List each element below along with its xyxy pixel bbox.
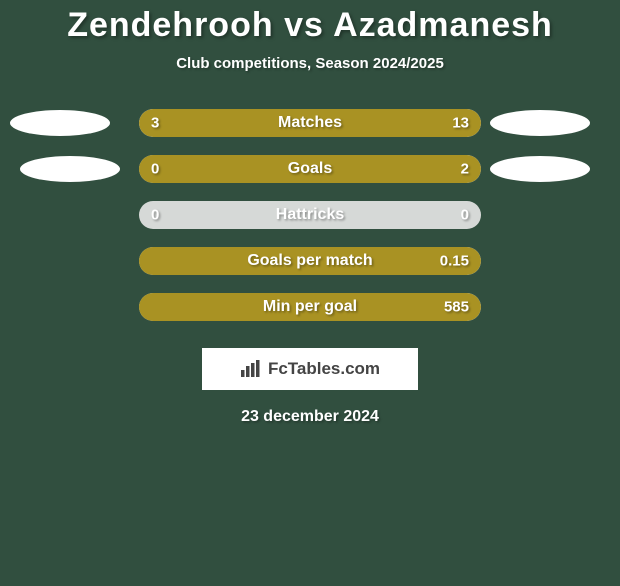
stat-value-right: 13 — [452, 115, 469, 132]
stat-value-left: 0 — [151, 207, 159, 224]
stat-value-right: 2 — [461, 161, 469, 178]
page-title: Zendehrooh vs Azadmanesh — [0, 6, 620, 45]
logo-text: FcTables.com — [268, 359, 380, 379]
stat-label: Matches — [278, 114, 342, 132]
player-oval-left — [20, 156, 120, 182]
stat-value-right: 585 — [444, 299, 469, 316]
stat-row: Matches 3 13 — [0, 100, 620, 146]
stat-label: Min per goal — [263, 298, 357, 316]
stat-value-left: 3 — [151, 115, 159, 132]
stat-value-left: 0 — [151, 161, 159, 178]
player-oval-right — [490, 110, 590, 136]
stat-bar: Goals per match 0.15 — [139, 247, 481, 275]
stat-value-right: 0.15 — [440, 253, 469, 270]
date-text: 23 december 2024 — [0, 408, 620, 426]
subtitle: Club competitions, Season 2024/2025 — [0, 55, 620, 72]
player-oval-left — [10, 110, 110, 136]
stat-row: Goals 0 2 — [0, 146, 620, 192]
fctables-logo: FcTables.com — [202, 348, 418, 390]
bar-chart-icon — [240, 360, 262, 378]
stat-row: Hattricks 0 0 — [0, 192, 620, 238]
bar-fill-right — [203, 109, 481, 137]
stat-label: Goals — [288, 160, 332, 178]
comparison-stats: Matches 3 13 Goals 0 2 Hattricks 0 0 Goals per ma… — [0, 100, 620, 330]
stat-value-right: 0 — [461, 207, 469, 224]
stat-row: Min per goal 585 — [0, 284, 620, 330]
stat-row: Goals per match 0.15 — [0, 238, 620, 284]
stat-bar: Matches 3 13 — [139, 109, 481, 137]
bar-fill-left — [139, 109, 203, 137]
stat-label: Goals per match — [247, 252, 372, 270]
stat-label: Hattricks — [276, 206, 344, 224]
stat-bar: Hattricks 0 0 — [139, 201, 481, 229]
stat-bar: Goals 0 2 — [139, 155, 481, 183]
stat-bar: Min per goal 585 — [139, 293, 481, 321]
player-oval-right — [490, 156, 590, 182]
